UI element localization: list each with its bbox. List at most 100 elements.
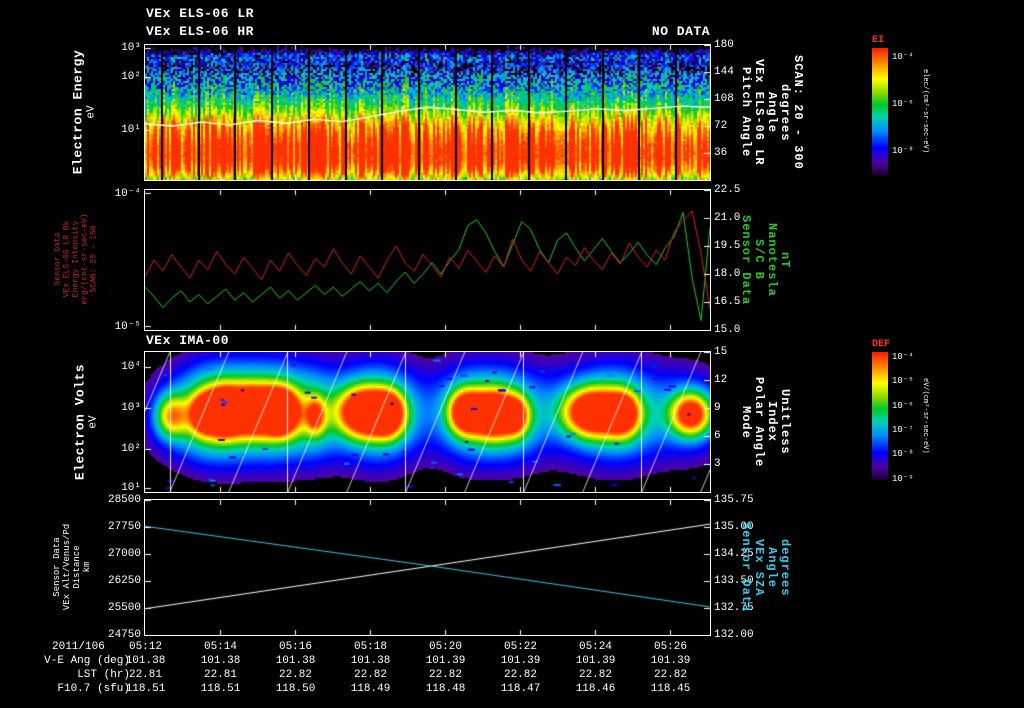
- ei-colorbar-canvas: [872, 48, 888, 175]
- p1-ytick: 10²: [121, 71, 141, 83]
- p4-rtick: 134.25: [714, 548, 754, 560]
- p2-y-axis-label: Sensor Data VEx ELS-06 LR Bk Energy Inte…: [54, 213, 99, 304]
- p1-right-label-line: VEx ELS-06 LR: [752, 59, 766, 166]
- p4-ytick: 24750: [107, 629, 141, 641]
- p1-right-label-line: SCAN: 20 - 300: [791, 55, 805, 170]
- p3-right-label-line: Mode: [739, 405, 753, 439]
- ephemeris-value: 118.51: [125, 683, 166, 695]
- p3-rtick: 3: [714, 458, 721, 470]
- ephemeris-row-label: LST (hr): [77, 669, 130, 681]
- p3-right-label-line: Index: [765, 401, 779, 443]
- p2-right-label-line: Sensor Data: [739, 214, 753, 306]
- time-tick-label: 05:22: [503, 641, 537, 653]
- time-tick-label: 05:14: [203, 641, 237, 653]
- ephemeris-value: 22.82: [653, 669, 687, 681]
- ephemeris-value: 22.82: [503, 669, 537, 681]
- p1-ytick: 10³: [121, 42, 141, 54]
- ei-cbar-tick: 10⁻⁶: [892, 99, 914, 109]
- def-colorbar-canvas: [872, 352, 888, 480]
- p2-rtick: 15.0: [714, 324, 741, 336]
- ephemeris-value: 22.81: [128, 669, 162, 681]
- p4-y-label-line: Distance: [72, 545, 82, 589]
- ephemeris-row-label: V-E Ang (deg): [44, 655, 130, 667]
- ei-cbar-unit: elec/(cm²-sr-sec-eV): [921, 69, 929, 154]
- p4-rtick: 132.00: [714, 629, 754, 641]
- ima-spectrogram-canvas: [144, 351, 711, 493]
- time-tick-label: 05:20: [428, 641, 462, 653]
- time-tick-label: 05:18: [353, 641, 387, 653]
- ephemeris-value: 118.50: [275, 683, 316, 695]
- p1-rtick: 36: [714, 147, 728, 159]
- def-colorbar-title: DEF: [872, 339, 891, 350]
- time-tick-label: 05:12: [128, 641, 162, 653]
- p2-y-label-line: Sensor Data: [53, 232, 63, 286]
- p3-right-label-line: Polar Angle: [752, 376, 766, 468]
- p1-right-label-line: Angle: [765, 91, 779, 133]
- p2-rtick: 16.5: [714, 296, 741, 308]
- ephemeris-row-values: 22.81 22.81 22.82 22.82 22.82 22.82 22.82 22.82: [108, 669, 708, 681]
- ephemeris-value: 22.82: [278, 669, 312, 681]
- p2-y-label-line: Energy Intensity: [71, 220, 81, 298]
- p2-y-label-line: SCAN: 20 - 150: [89, 225, 99, 293]
- p3-y-axis-unit: eV: [87, 415, 100, 429]
- p2-y-label-line: VEx ELS-06 LR Bk: [62, 220, 72, 298]
- date-label: 2011/106: [52, 641, 105, 653]
- ephemeris-value: 101.39: [575, 655, 616, 667]
- p2-right-axis-label: Sensor Data S/C B Nanotesla nT: [739, 190, 792, 330]
- p2-right-label-line: S/C B: [752, 239, 766, 281]
- p4-rtick: 132.75: [714, 602, 754, 614]
- p4-y-label-line: km: [82, 561, 92, 573]
- ima-panel-title: VEx IMA-00: [146, 333, 230, 348]
- p3-ytick: 10³: [121, 402, 141, 414]
- p2-rtick: 21.0: [714, 212, 741, 224]
- ephemeris-value: 101.38: [350, 655, 391, 667]
- ei-cbar-tick: 10⁻⁴: [892, 52, 914, 62]
- time-tick-label: 05:26: [653, 641, 687, 653]
- p2-right-label-line: nT: [778, 251, 792, 269]
- ephemeris-value: 101.39: [500, 655, 541, 667]
- p1-y-axis-label-line: Electron Energy: [70, 49, 86, 175]
- p1-right-label-line: Pitch Angle: [739, 67, 753, 158]
- p4-right-axis-label: Sensor Data VEx SZA Angle degrees: [739, 500, 792, 635]
- time-tick-label: 05:24: [578, 641, 612, 653]
- p2-ytick: 10⁻⁴: [114, 188, 141, 200]
- p2-rtick: 22.5: [714, 184, 741, 196]
- ephemeris-row-label: F10.7 (sfu): [57, 683, 130, 695]
- p4-ytick: 25500: [107, 602, 141, 614]
- ephemeris-value: 118.48: [425, 683, 466, 695]
- els-spectrogram-canvas: [144, 44, 711, 181]
- ephemeris-value: 22.81: [203, 669, 237, 681]
- p1-rtick: 72: [714, 120, 728, 132]
- p3-rtick: 6: [714, 430, 721, 442]
- p4-ytick: 27750: [107, 521, 141, 533]
- def-cbar-tick: 10⁻⁶: [892, 401, 914, 411]
- ephemeris-value: 22.82: [428, 669, 462, 681]
- ephemeris-value: 101.38: [275, 655, 316, 667]
- ephemeris-value: 101.39: [650, 655, 691, 667]
- def-cbar-tick: 10⁻⁷: [892, 425, 914, 435]
- p2-y-label-line: erg/(cnt-sr-sec-eV): [80, 213, 90, 305]
- ei-colorbar-title: EI: [872, 35, 885, 46]
- p1-y-axis-label: Electron Energy eV: [71, 50, 98, 175]
- p1-rtick: 108: [714, 93, 734, 105]
- p3-rtick: 12: [714, 374, 728, 386]
- p2-ytick: 10⁻⁵: [114, 321, 141, 333]
- p1-right-axis-label: Pitch Angle VEx ELS-06 LR Angle degrees …: [739, 45, 805, 180]
- p1-y-axis-unit: eV: [85, 105, 98, 119]
- p3-right-axis-label: Mode Polar Angle Index Unitless: [739, 352, 792, 492]
- ephemeris-value: 118.47: [500, 683, 541, 695]
- page-title-els-lr: VEx ELS-06 LR: [146, 6, 254, 21]
- p3-rtick: 15: [714, 346, 728, 358]
- p3-ytick: 10²: [121, 443, 141, 455]
- ephemeris-value: 118.45: [650, 683, 691, 695]
- p4-y-axis-label: Sensor Data VEx Alt/Venus/Pd Distance km: [52, 524, 92, 610]
- def-cbar-tick: 10⁻⁹: [892, 474, 914, 484]
- ephemeris-value: 118.49: [350, 683, 391, 695]
- ephemeris-value: 101.38: [125, 655, 166, 667]
- p4-ytick: 26250: [107, 575, 141, 587]
- p1-ytick: 10¹: [121, 124, 141, 136]
- def-cbar-tick: 10⁻⁴: [892, 352, 914, 362]
- altitude-sza-canvas: [144, 499, 711, 636]
- p4-ytick: 27000: [107, 548, 141, 560]
- p4-right-label-line: degrees: [778, 538, 792, 597]
